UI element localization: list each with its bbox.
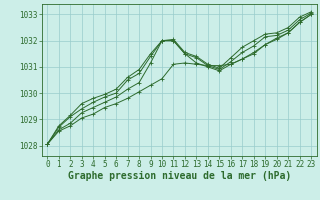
X-axis label: Graphe pression niveau de la mer (hPa): Graphe pression niveau de la mer (hPa)	[68, 171, 291, 181]
